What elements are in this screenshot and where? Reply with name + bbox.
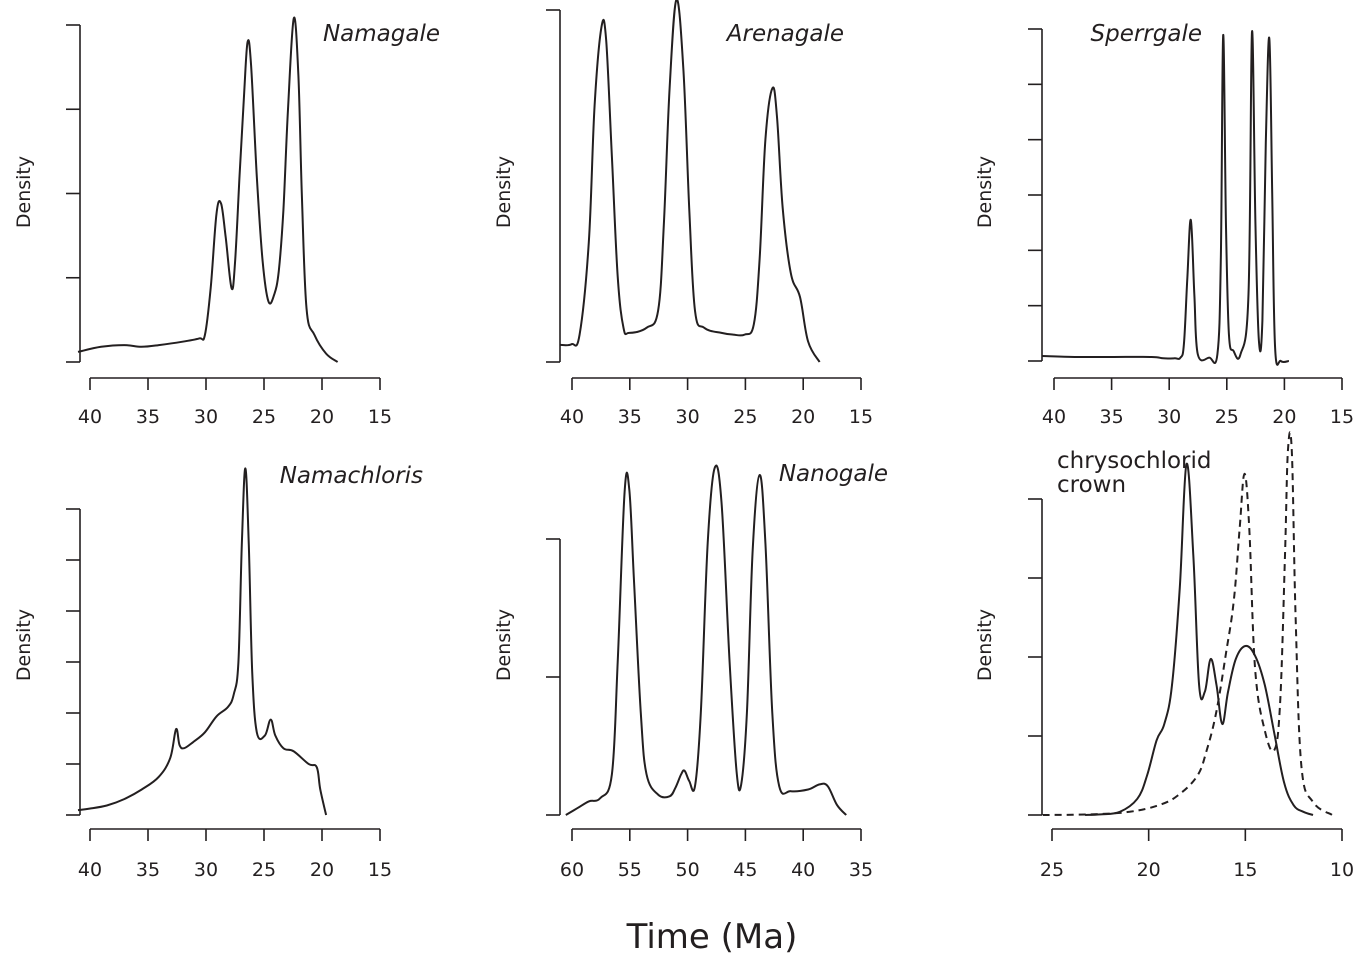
x-tick-label: 45 [733, 859, 757, 881]
density-curve-solid [77, 467, 328, 816]
x-tick-label: 35 [1100, 406, 1124, 428]
panel-1: Density 40 35 30 25 20 15 Namagale [13, 16, 440, 428]
x-tick-label: 30 [194, 859, 218, 881]
y-axis-label: Density [974, 156, 996, 228]
x-tick-label: 35 [136, 406, 160, 428]
x-tick-label: 40 [791, 859, 815, 881]
x-tick-label: 40 [78, 406, 102, 428]
x-tick-label: 25 [733, 406, 757, 428]
x-tick-label: 40 [78, 859, 102, 881]
y-axis-label: Density [13, 609, 35, 681]
panel-5: Density 60 55 50 45 40 35 Nanogale [493, 461, 888, 881]
x-tick-label: 50 [676, 859, 700, 881]
panel-3: Density 40 35 30 25 20 15 Sperrgale [974, 21, 1354, 428]
density-curve-solid [1041, 30, 1290, 366]
x-tick-label: 35 [849, 859, 873, 881]
x-tick-label: 20 [1137, 859, 1161, 881]
x-tick-label: 40 [560, 406, 584, 428]
x-tick-label: 25 [252, 859, 276, 881]
y-axis-label: Density [974, 609, 996, 681]
x-tick-label: 25 [1040, 859, 1064, 881]
panel-title: Arenagale [725, 21, 844, 47]
panel-title: Sperrgale [1091, 21, 1203, 47]
x-tick-label: 15 [1233, 859, 1257, 881]
x-tick-label: 25 [252, 406, 276, 428]
panel-title: Namagale [323, 21, 440, 47]
x-tick-label: 40 [1042, 406, 1066, 428]
x-tick-label: 25 [1215, 406, 1239, 428]
panel-title: Namachloris [280, 463, 423, 489]
density-curve-solid [77, 16, 339, 363]
x-tick-label: 15 [368, 859, 392, 881]
panel-4: Density 40 35 30 25 20 15 Namachloris [13, 463, 423, 881]
x-tick-label: 30 [676, 406, 700, 428]
density-curve-dashed [1042, 431, 1333, 816]
x-tick-label: 30 [1157, 406, 1181, 428]
x-tick-label: 10 [1330, 859, 1354, 881]
x-tick-label: 15 [849, 406, 873, 428]
x-tick-label: 35 [618, 406, 642, 428]
x-tick-label: 15 [368, 406, 392, 428]
x-tick-label: 35 [136, 859, 160, 881]
y-axis-label: Density [13, 156, 35, 228]
x-tick-label: 30 [194, 406, 218, 428]
y-axis-label: Density [493, 156, 515, 228]
y-axis-label: Density [493, 609, 515, 681]
x-tick-label: 20 [1272, 406, 1296, 428]
panel-title: Nanogale [779, 461, 888, 487]
panel-title: crown [1057, 472, 1126, 498]
x-tick-label: 20 [791, 406, 815, 428]
x-tick-label: 60 [560, 859, 584, 881]
density-curve-solid [1085, 462, 1314, 816]
panel-2: Density 40 35 30 25 20 15 Arenagale [493, 0, 873, 428]
x-tick-label: 20 [310, 406, 334, 428]
x-tick-label: 55 [618, 859, 642, 881]
density-curve-solid [559, 0, 821, 363]
density-curve-solid [565, 464, 847, 816]
x-tick-label: 15 [1330, 406, 1354, 428]
x-tick-label: 20 [310, 859, 334, 881]
